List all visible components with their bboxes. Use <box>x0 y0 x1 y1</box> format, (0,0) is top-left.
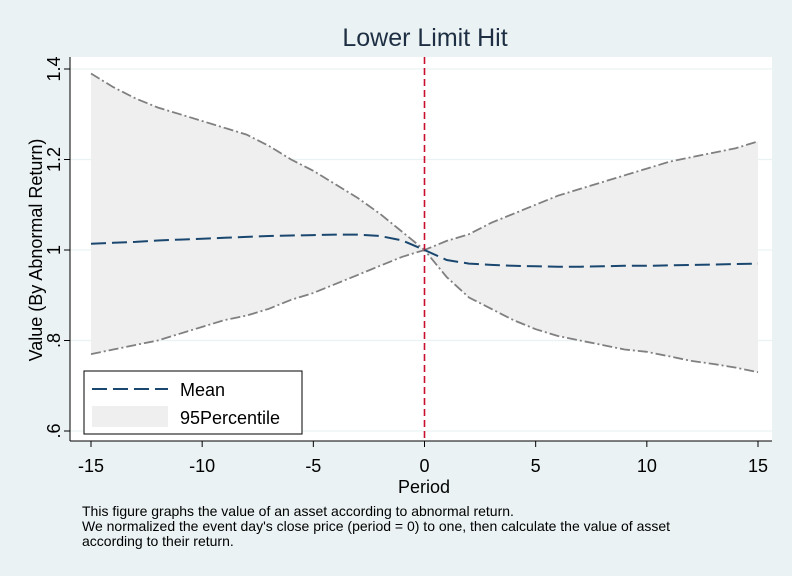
y-tick-label: .6 <box>44 423 64 438</box>
x-tick-label: -15 <box>78 456 104 476</box>
legend-mean-label: Mean <box>180 380 225 400</box>
legend: Mean 95Percentile <box>83 370 303 435</box>
series-mean-line <box>90 233 759 268</box>
x-tick-label: -5 <box>305 456 321 476</box>
line-chart: Lower Limit Hit .6 .8 1 1.2 1.4 -15 -10 -5 0 5 10 1… <box>26 24 772 497</box>
chart-title: Lower Limit Hit <box>342 24 507 52</box>
y-tick-label: 1 <box>44 245 64 255</box>
x-axis-title: Period <box>398 477 450 497</box>
band-95percentile-area <box>91 73 758 373</box>
x-tick-label: 0 <box>419 456 429 476</box>
figure-note-1: This figure graphs the value of an asset… <box>82 503 514 519</box>
y-tick-label: .8 <box>44 333 64 348</box>
legend-band-swatch <box>92 406 168 427</box>
y-axis-title: Value (By Abnormal Return) <box>26 139 46 362</box>
figure-note-3: according to their return. <box>82 533 234 549</box>
x-tick-label: 15 <box>748 456 768 476</box>
y-tick-label: 1.2 <box>44 147 64 172</box>
legend-band-label: 95Percentile <box>180 408 280 428</box>
x-tick-label: -10 <box>189 456 215 476</box>
x-tick-label: 10 <box>637 456 657 476</box>
x-tick-label: 5 <box>531 456 541 476</box>
figure-note-2: We normalized the event day's close pric… <box>82 518 671 534</box>
y-tick-label: 1.4 <box>44 56 64 81</box>
